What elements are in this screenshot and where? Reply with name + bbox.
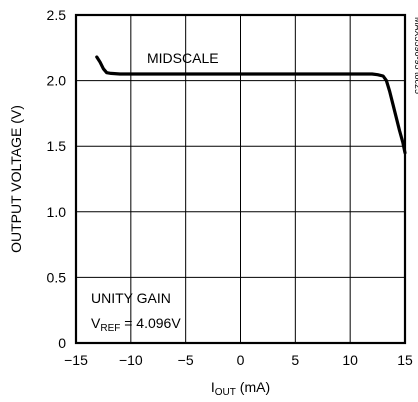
x-axis-title-rest: (mA) <box>236 379 270 395</box>
x-tick-label: 10 <box>342 352 358 368</box>
x-axis-title: IOUT (mA) <box>211 379 270 398</box>
annotation-unity-gain: UNITY GAIN <box>91 290 171 306</box>
annotation-vref: VREF = 4.096V <box>91 315 181 334</box>
annotation-vref-sub: REF <box>100 323 120 334</box>
y-tick-label: 1.0 <box>47 204 67 220</box>
y-tick-label: 0.5 <box>47 269 67 285</box>
x-tick-label: 5 <box>291 352 299 368</box>
x-axis-title-main: I <box>211 379 215 395</box>
x-tick-label: −15 <box>64 352 88 368</box>
series-label-midscale: MIDSCALE <box>147 50 219 66</box>
y-axis-title: OUTPUT VOLTAGE (V) <box>8 105 24 253</box>
x-tick-label: 0 <box>237 352 245 368</box>
annotation-vref-rest: = 4.096V <box>120 315 181 331</box>
x-tick-label: 15 <box>397 352 413 368</box>
x-tick-label: −5 <box>178 352 194 368</box>
y-tick-label: 2.5 <box>47 7 67 23</box>
y-tick-label: 2.0 <box>47 73 67 89</box>
x-tick-label: −10 <box>119 352 143 368</box>
annotation-vref-main: V <box>91 315 101 331</box>
grid <box>76 15 405 343</box>
figure-id: MAX5590-95 toc25 <box>413 17 418 94</box>
x-axis-ticks: −15 −10 −5 0 5 10 15 <box>64 352 413 368</box>
y-tick-label: 1.5 <box>47 138 67 154</box>
y-axis-ticks: 0 0.5 1.0 1.5 2.0 2.5 <box>47 7 67 351</box>
series-line-midscale <box>95 55 407 155</box>
x-axis-title-sub: OUT <box>215 387 236 398</box>
plot-frame <box>74 13 407 345</box>
y-tick-label: 0 <box>58 335 66 351</box>
